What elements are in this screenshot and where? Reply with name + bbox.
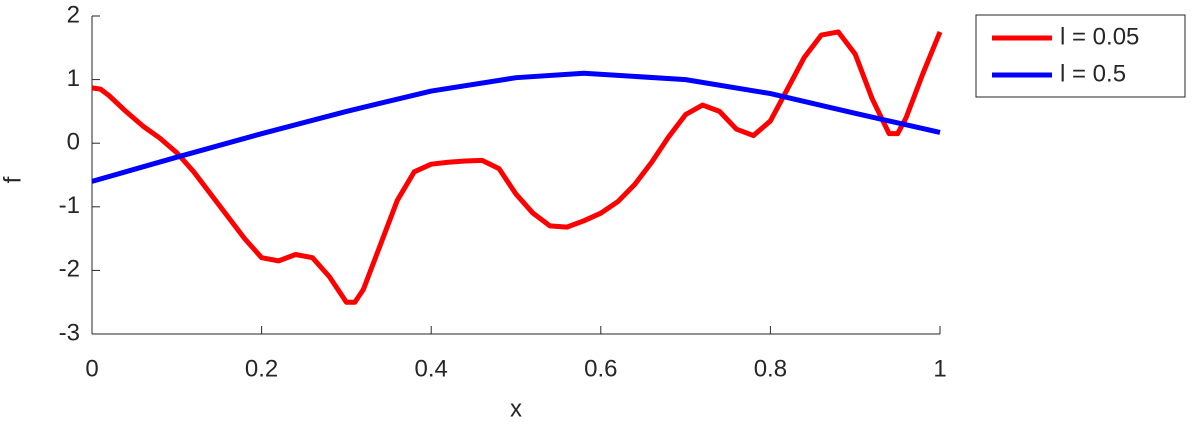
y-tick-label: -2 [59, 256, 80, 283]
x-tick-label: 1 [933, 355, 946, 382]
y-tick-label: 0 [67, 129, 80, 156]
legend-label: l = 0.5 [1060, 60, 1126, 87]
x-axis-label: x [510, 395, 522, 422]
legend-box [975, 14, 1186, 98]
x-tick-label: 0.6 [584, 355, 617, 382]
line-series [91, 29, 943, 305]
x-tick-label: 0.2 [245, 355, 278, 382]
x-tick-label: 0 [85, 355, 98, 382]
x-tick-label: 0.8 [754, 355, 787, 382]
y-tick-label: 2 [67, 1, 80, 28]
x-tick-label: 0.4 [415, 355, 448, 382]
y-tick-label: 1 [67, 65, 80, 92]
y-tick-label: -1 [59, 192, 80, 219]
line-series [91, 70, 941, 184]
legend-label: l = 0.05 [1060, 23, 1139, 50]
y-axis-label: f [0, 176, 26, 183]
y-tick-label: -3 [59, 319, 80, 346]
